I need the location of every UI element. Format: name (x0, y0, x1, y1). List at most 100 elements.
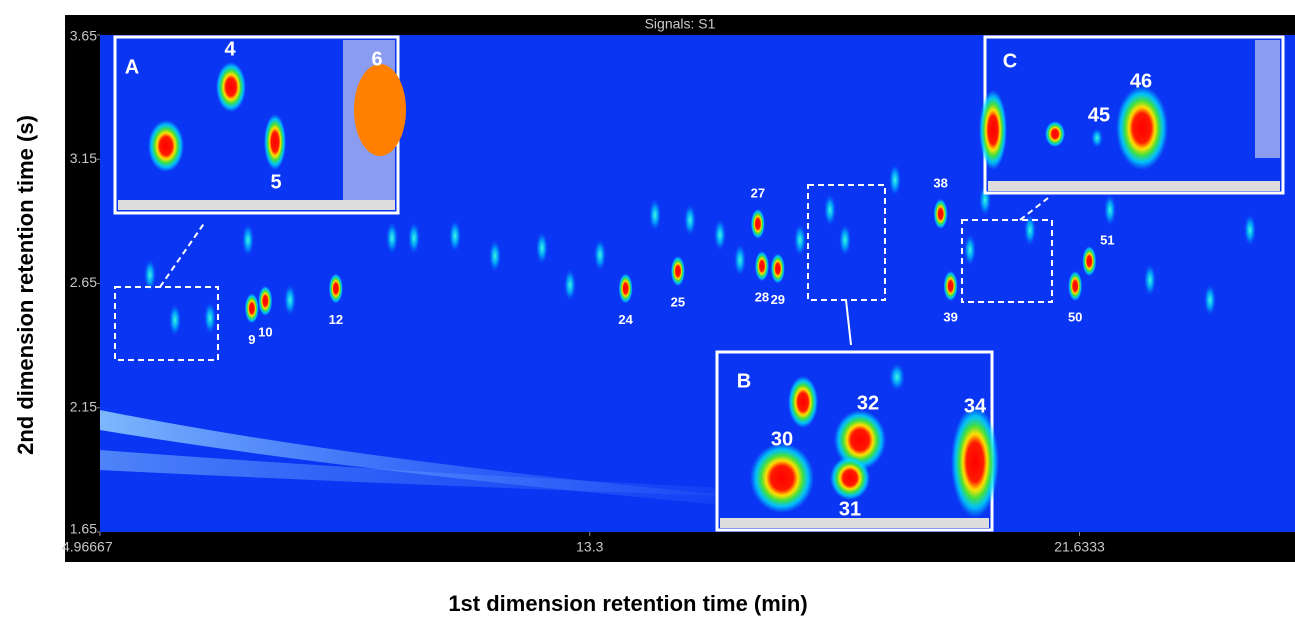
arrow (159, 221, 206, 288)
faint-peak (734, 244, 746, 276)
inset-peak-label: 6 (371, 48, 382, 70)
inset-peak-label: 34 (964, 395, 987, 417)
faint-peak (564, 269, 576, 301)
inset-peak-label: 32 (857, 392, 879, 414)
inset-peak (750, 443, 814, 513)
peak-label: 12 (329, 312, 343, 327)
peak (750, 208, 765, 239)
zoom-box (114, 286, 219, 361)
arrow (845, 299, 852, 346)
inset-peak (148, 120, 184, 172)
faint-peak (536, 232, 548, 264)
peak (770, 253, 785, 284)
x-tick-label: 13.3 (576, 539, 603, 555)
faint-peak (1244, 214, 1256, 246)
inset-shade (1255, 40, 1280, 158)
chart-title: Signals: S1 (645, 16, 716, 32)
x-tick-label: 4.96667 (62, 539, 113, 555)
faint-peak (1204, 284, 1216, 316)
inset-letter: A (125, 56, 139, 78)
peak-label: 51 (1100, 233, 1114, 248)
y-tick-label: 2.65 (70, 274, 97, 290)
peak-label: 38 (933, 175, 947, 190)
peak (244, 293, 259, 324)
peak-label: 9 (248, 332, 255, 347)
faint-peak (408, 222, 420, 254)
peak (933, 198, 948, 229)
inset-peak (264, 114, 286, 170)
peak-label: 24 (618, 312, 633, 327)
peak (1082, 246, 1097, 277)
peak-label: 39 (943, 309, 957, 324)
y-tick-label: 1.65 (70, 521, 97, 537)
faint-peak (1104, 194, 1116, 226)
faint-peak (1144, 264, 1156, 296)
inset-peak (979, 90, 1007, 170)
peak-label: 29 (771, 292, 785, 307)
faint-peak (1024, 214, 1036, 246)
y-tick-label: 2.15 (70, 398, 97, 414)
faint-peak (386, 222, 398, 254)
inset-peak (216, 62, 246, 112)
inset: C 45 46 (979, 35, 1285, 195)
inset-peak-label: 46 (1130, 70, 1152, 92)
inset-peak-label: 30 (771, 428, 793, 450)
inset-peak (1091, 128, 1103, 148)
y-axis-title: 2nd dimension retention time (s) (13, 115, 38, 455)
faint-peak (889, 164, 901, 196)
faint-peak (449, 220, 461, 252)
peak-label: 25 (671, 295, 685, 310)
inset-peak (830, 456, 870, 500)
faint-peak (824, 194, 836, 226)
faint-peak (839, 224, 851, 256)
inset-peak-label: 5 (270, 171, 281, 193)
inset-letter: B (737, 370, 751, 392)
inset-peak-label: 45 (1088, 104, 1110, 126)
inset-axis (720, 518, 989, 528)
faint-peak (794, 224, 806, 256)
x-axis-title: 1st dimension retention time (min) (448, 591, 807, 616)
inset-letter: C (1003, 50, 1017, 72)
inset-peak (834, 410, 886, 470)
faint-peak (714, 219, 726, 251)
inset-peak (889, 363, 905, 391)
inset-peak (1045, 121, 1065, 147)
inset-peak (951, 406, 999, 518)
arrow (1019, 197, 1049, 221)
inset-peak-label: 4 (224, 38, 236, 60)
peak-label: 10 (258, 324, 272, 339)
faint-peak (204, 302, 216, 334)
zoom-box (961, 219, 1053, 303)
faint-peak (964, 234, 976, 266)
peak (1068, 270, 1083, 301)
y-tick-label: 3.65 (70, 28, 97, 44)
faint-peak (489, 240, 501, 272)
inset: A 4 5 6 (113, 35, 406, 215)
inset-peak (354, 64, 406, 156)
peak (258, 285, 273, 316)
faint-peak (594, 239, 606, 271)
x-tick-label: 21.6333 (1054, 539, 1105, 555)
zoom-boxes (114, 184, 1053, 361)
peak (670, 256, 685, 287)
faint-peak (284, 284, 296, 316)
peak-label: 27 (751, 185, 765, 200)
peak-label: 50 (1068, 309, 1082, 324)
peak (328, 273, 343, 304)
faint-peaks (144, 164, 1256, 336)
peak (754, 251, 769, 282)
inset-axis (118, 200, 395, 210)
inset-peak-label: 31 (839, 498, 861, 520)
faint-peak (242, 224, 254, 256)
inset-peak (788, 376, 818, 428)
inset: B 30 31 32 34 (715, 350, 999, 532)
faint-peak (649, 199, 661, 231)
peak (943, 270, 958, 301)
inset-peak (1116, 86, 1168, 170)
y-tick-label: 3.15 (70, 150, 97, 166)
peaks: 9 10 12 24 25 27 28 29 38 39 50 51 (244, 175, 1115, 347)
faint-peak (144, 259, 156, 291)
peak-label: 28 (755, 290, 769, 305)
